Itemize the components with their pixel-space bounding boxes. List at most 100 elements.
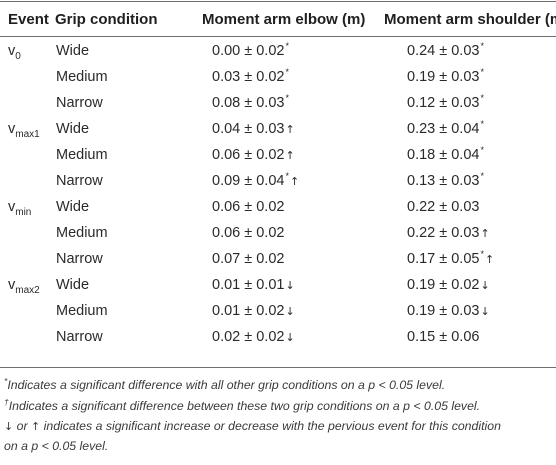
grip-cell: Medium	[56, 225, 108, 241]
footnote-significance-pair: †Indicates a significant difference betw…	[4, 397, 554, 418]
footnote-change-arrows: ↓ or ↑ indicates a significant increase …	[4, 417, 554, 437]
significance-mark: *	[285, 41, 289, 51]
event-cell	[0, 298, 53, 324]
shoulder-value: 0.19 ± 0.03	[407, 69, 480, 85]
footnote-text: on a p < 0.05 level.	[4, 438, 109, 453]
change-arrow-icon: ↑	[285, 123, 295, 136]
arrow-up-icon: ↑	[31, 420, 41, 433]
table-row: vmin Wide 0.06 ± 0.02 0.22 ± 0.03	[0, 194, 556, 220]
elbow-value: 0.02 ± 0.02	[212, 329, 285, 345]
shoulder-value: 0.12 ± 0.03	[407, 95, 480, 111]
table-row: Narrow 0.09 ± 0.04*↑ 0.13 ± 0.03*	[0, 168, 556, 194]
grip-cell: Wide	[56, 277, 90, 293]
grip-cell: Wide	[56, 43, 90, 59]
event-symbol: v	[8, 199, 16, 215]
change-arrow-icon: ↓	[285, 305, 295, 318]
footnote-mark: †	[4, 396, 9, 407]
shoulder-value: 0.19 ± 0.03	[407, 303, 480, 319]
elbow-cell: 0.06 ± 0.02	[199, 220, 384, 246]
footnote-mark: *	[4, 376, 8, 386]
event-symbol: v	[8, 277, 16, 293]
footnote-significance-all: *Indicates a significant difference with…	[4, 376, 554, 397]
elbow-value: 0.06 ± 0.02	[212, 225, 285, 241]
significance-mark: *	[480, 93, 484, 103]
arrow-down-icon: ↓	[4, 420, 14, 433]
event-cell: vmax1	[0, 116, 53, 142]
event-cell	[0, 90, 53, 116]
event-cell	[0, 142, 53, 168]
grip-cell: Medium	[56, 69, 108, 85]
table-footnotes: *Indicates a significant difference with…	[4, 376, 554, 456]
footnote-connector: or	[13, 419, 31, 433]
event-symbol: v	[8, 121, 16, 137]
grip-cell: Narrow	[56, 251, 103, 267]
significance-mark: *	[480, 67, 484, 77]
shoulder-cell: 0.12 ± 0.03*	[384, 90, 556, 116]
significance-mark: *	[285, 67, 289, 77]
footnote-change-arrows-continued: on a p < 0.05 level.	[4, 437, 554, 457]
elbow-cell: 0.01 ± 0.01↓	[199, 272, 384, 298]
table-row: Narrow 0.07 ± 0.02 0.17 ± 0.05*↑	[0, 246, 556, 272]
shoulder-value: 0.18 ± 0.04	[407, 147, 480, 163]
shoulder-cell: 0.18 ± 0.04*	[384, 142, 556, 168]
change-arrow-icon: ↓	[480, 279, 490, 292]
change-arrow-icon: ↑	[484, 253, 495, 266]
grip-cell: Medium	[56, 303, 108, 319]
elbow-value: 0.09 ± 0.04	[212, 173, 285, 189]
shoulder-cell: 0.24 ± 0.03*	[384, 36, 556, 64]
table-row: vmax1 Wide 0.04 ± 0.03↑ 0.23 ± 0.04*	[0, 116, 556, 142]
elbow-cell: 0.02 ± 0.02↓	[199, 324, 384, 350]
table-row: Medium 0.06 ± 0.02 0.22 ± 0.03↑	[0, 220, 556, 246]
shoulder-value: 0.17 ± 0.05	[407, 251, 480, 267]
event-cell: v0	[0, 36, 53, 64]
table-row: Medium 0.03 ± 0.02* 0.19 ± 0.03*	[0, 64, 556, 90]
grip-cell: Narrow	[56, 95, 103, 111]
elbow-cell: 0.04 ± 0.03↑	[199, 116, 384, 142]
elbow-value: 0.03 ± 0.02	[212, 69, 285, 85]
grip-cell: Medium	[56, 147, 108, 163]
elbow-cell: 0.06 ± 0.02↑	[199, 142, 384, 168]
elbow-cell: 0.07 ± 0.02	[199, 246, 384, 272]
event-cell	[0, 64, 53, 90]
table-row: Medium 0.06 ± 0.02↑ 0.18 ± 0.04*	[0, 142, 556, 168]
shoulder-cell: 0.22 ± 0.03	[384, 194, 556, 220]
significance-mark: *	[480, 171, 484, 181]
shoulder-cell: 0.19 ± 0.02↓	[384, 272, 556, 298]
shoulder-value: 0.23 ± 0.04	[407, 121, 480, 137]
elbow-cell: 0.03 ± 0.02*	[199, 64, 384, 90]
shoulder-cell: 0.15 ± 0.06	[384, 324, 556, 350]
elbow-value: 0.06 ± 0.02	[212, 147, 285, 163]
event-subscript: max1	[15, 129, 40, 140]
header-event: Event	[8, 10, 49, 28]
footnote-text: indicates a significant increase or decr…	[40, 419, 501, 433]
shoulder-cell: 0.19 ± 0.03*	[384, 64, 556, 90]
header-row: Event Grip condition Moment arm elbow (m…	[0, 2, 556, 36]
shoulder-value: 0.15 ± 0.06	[407, 329, 480, 345]
shoulder-cell: 0.23 ± 0.04*	[384, 116, 556, 142]
elbow-cell: 0.00 ± 0.02*	[199, 36, 384, 64]
shoulder-cell: 0.17 ± 0.05*↑	[384, 246, 556, 272]
significance-mark: *	[480, 145, 484, 155]
elbow-cell: 0.08 ± 0.03*	[199, 90, 384, 116]
elbow-value: 0.01 ± 0.01	[212, 277, 285, 293]
table-row: Narrow 0.02 ± 0.02↓ 0.15 ± 0.06	[0, 324, 556, 350]
event-cell	[0, 324, 53, 350]
shoulder-cell: 0.22 ± 0.03↑	[384, 220, 556, 246]
grip-cell: Narrow	[56, 329, 103, 345]
header-moment-arm-elbow: Moment arm elbow (m)	[202, 10, 366, 28]
change-arrow-icon: ↑	[289, 175, 300, 188]
elbow-value: 0.04 ± 0.03	[212, 121, 285, 137]
shoulder-value: 0.19 ± 0.02	[407, 277, 480, 293]
moment-arm-table: Event Grip condition Moment arm elbow (m…	[0, 2, 556, 350]
elbow-cell: 0.09 ± 0.04*↑	[199, 168, 384, 194]
footnote-text: Indicates a significant difference with …	[7, 378, 446, 392]
event-subscript: 0	[15, 51, 21, 62]
table-row: v0 Wide 0.00 ± 0.02* 0.24 ± 0.03*	[0, 36, 556, 64]
significance-mark: *	[480, 249, 484, 259]
elbow-value: 0.00 ± 0.02	[212, 43, 285, 59]
elbow-value: 0.01 ± 0.02	[212, 303, 285, 319]
event-subscript: max2	[15, 285, 40, 296]
event-cell	[0, 168, 53, 194]
grip-cell: Wide	[56, 121, 90, 137]
